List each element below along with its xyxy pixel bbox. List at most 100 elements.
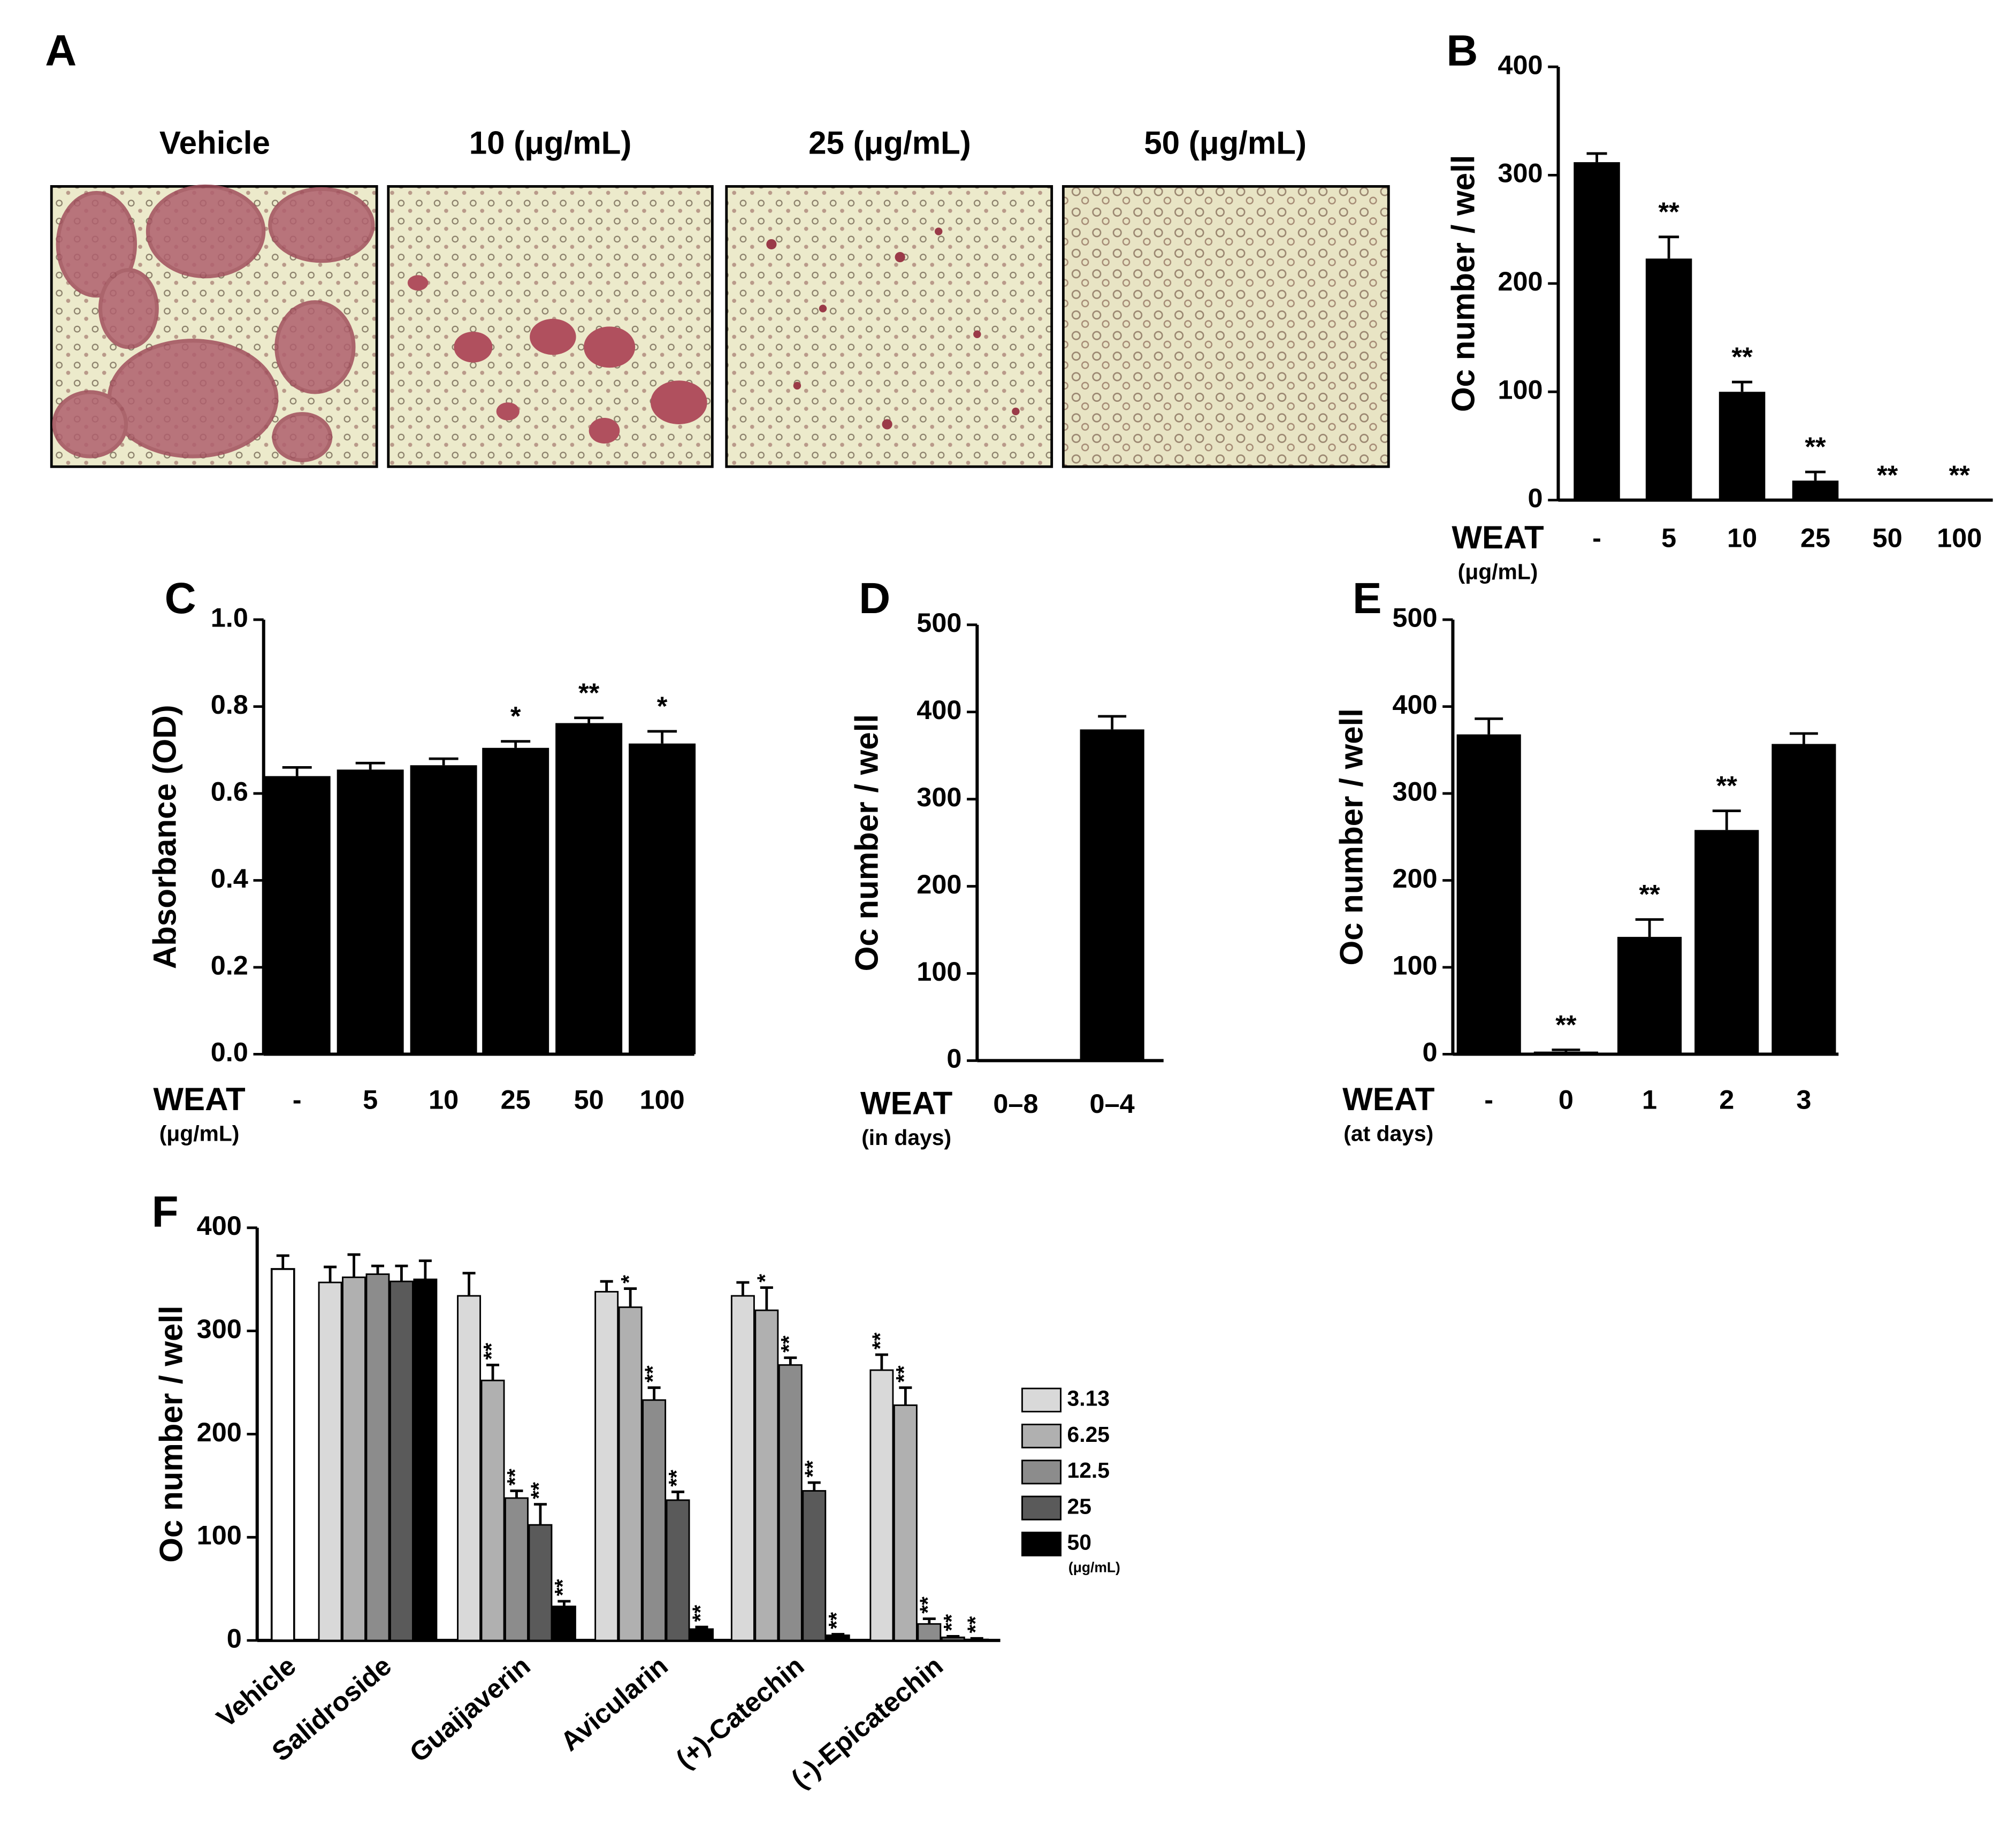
y-tick-label: 0.6 <box>211 776 248 806</box>
legend-swatch <box>1021 1495 1062 1521</box>
y-tick-label: 300 <box>1498 158 1542 188</box>
bar <box>270 1268 295 1641</box>
significance: ** <box>578 677 600 708</box>
panel-letter: D <box>859 574 890 623</box>
bar <box>505 1497 529 1641</box>
bar <box>754 1309 779 1641</box>
y-tick-label: 300 <box>917 782 961 812</box>
legend-label: 6.25 <box>1067 1422 1110 1447</box>
x-axis-unit: (μg/mL) <box>1458 559 1538 584</box>
bar <box>1574 162 1620 500</box>
significance: ** <box>1716 770 1738 801</box>
significance: * <box>657 691 668 721</box>
y-tick-label: 0.0 <box>211 1037 248 1067</box>
x-tick-label: 5 <box>363 1084 378 1115</box>
significance: ** <box>1949 460 1971 490</box>
x-tick-label: 50 <box>574 1084 604 1115</box>
y-tick-label: 100 <box>1392 950 1437 980</box>
panel-letter: B <box>1446 27 1478 75</box>
bar <box>1792 480 1839 500</box>
legend-swatch <box>1021 1424 1062 1449</box>
x-axis-unit: (at days) <box>1343 1121 1433 1146</box>
bar <box>263 776 331 1055</box>
y-axis-label: Oc number / well <box>1445 155 1481 412</box>
micrograph <box>1062 185 1390 468</box>
y-tick-label: 400 <box>197 1210 242 1241</box>
bar <box>365 1273 390 1641</box>
x-tick-label: 100 <box>1937 523 1982 553</box>
bar <box>410 765 477 1055</box>
x-tick-label: - <box>1592 523 1601 553</box>
bar <box>917 1623 942 1641</box>
significance: * <box>753 1274 777 1282</box>
bar <box>480 1379 505 1641</box>
bar <box>482 747 549 1055</box>
significance: ** <box>479 1343 503 1360</box>
x-axis-label: WEAT <box>860 1085 953 1121</box>
bar <box>869 1369 894 1641</box>
y-axis-label: Oc number / well <box>849 714 884 972</box>
bar <box>389 1280 414 1641</box>
bar <box>318 1281 342 1641</box>
y-tick-label: 100 <box>197 1520 242 1550</box>
bar <box>1080 729 1144 1061</box>
y-axis-label: Oc number / well <box>1333 708 1369 966</box>
y-axis-label: Oc number / well <box>153 1305 189 1563</box>
x-axis-label: WEAT <box>1342 1081 1435 1117</box>
x-tick-label: 25 <box>1800 523 1830 553</box>
bar <box>1617 937 1682 1055</box>
x-axis-label: WEAT <box>153 1081 246 1117</box>
y-tick-label: 0.2 <box>211 950 248 980</box>
significance: ** <box>939 1614 964 1631</box>
stain-blobs <box>52 184 375 462</box>
micrograph-title: 25 (μg/mL) <box>808 125 971 161</box>
y-tick-label: 0 <box>946 1043 961 1074</box>
significance: ** <box>915 1596 940 1614</box>
bar <box>666 1499 690 1641</box>
significance: ** <box>776 1335 801 1353</box>
significance: ** <box>1658 196 1679 227</box>
x-tick-label: 0–8 <box>993 1088 1038 1119</box>
panel-letter: F <box>152 1187 179 1236</box>
legend-swatch <box>1021 1387 1062 1412</box>
significance: ** <box>688 1605 712 1622</box>
significance: ** <box>502 1469 527 1486</box>
x-tick-label: 10 <box>1727 523 1757 553</box>
y-tick-label: 100 <box>1498 375 1542 405</box>
bar <box>594 1290 619 1641</box>
x-tick-label: 0–4 <box>1090 1088 1135 1119</box>
panel-letter: C <box>165 574 196 623</box>
x-tick-label: 2 <box>1719 1084 1734 1115</box>
panel-letter: A <box>45 27 77 75</box>
x-axis-label: WEAT <box>1452 520 1544 555</box>
significance: ** <box>1639 879 1660 910</box>
y-tick-label: 200 <box>197 1417 242 1447</box>
y-tick-label: 0 <box>1528 483 1543 513</box>
bar <box>690 1628 714 1641</box>
legend-unit: (μg/mL) <box>1068 1560 1120 1576</box>
x-tick-label: 50 <box>1873 523 1903 553</box>
bar <box>802 1490 827 1641</box>
significance: * <box>616 1275 641 1284</box>
y-tick-label: 200 <box>1498 266 1542 296</box>
significance: ** <box>824 1612 849 1629</box>
stain-blobs <box>407 275 707 444</box>
y-tick-label: 400 <box>1392 689 1437 720</box>
stain-dots <box>766 227 1020 430</box>
bar <box>413 1278 438 1641</box>
significance: ** <box>963 1616 988 1633</box>
x-tick-label: (-)-Epicatechin <box>785 1650 949 1794</box>
x-axis-unit: (μg/mL) <box>159 1121 240 1146</box>
significance: * <box>510 701 521 731</box>
legend-label: 3.13 <box>1067 1386 1110 1411</box>
y-tick-label: 1.0 <box>211 602 248 633</box>
y-tick-label: 300 <box>197 1313 242 1344</box>
x-tick-label: - <box>293 1084 302 1115</box>
x-tick-label: - <box>1484 1084 1493 1115</box>
y-tick-label: 500 <box>917 607 961 638</box>
x-tick-label: Vehicle <box>211 1650 302 1733</box>
y-axis-label: Absorbance (OD) <box>147 705 182 969</box>
y-tick-label: 400 <box>917 694 961 725</box>
bar <box>337 769 404 1055</box>
bar <box>342 1276 366 1641</box>
